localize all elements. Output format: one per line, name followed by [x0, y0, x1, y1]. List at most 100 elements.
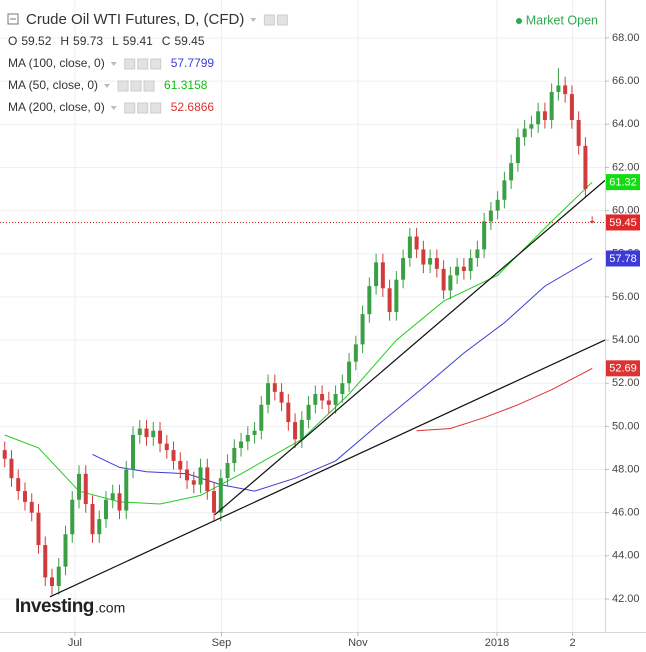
- legend-icon[interactable]: [124, 58, 136, 70]
- status-dot: [516, 18, 522, 24]
- legend-name: MA (50, close, 0): [8, 78, 98, 92]
- candle-body: [56, 566, 61, 587]
- candle-body: [164, 443, 169, 451]
- price-badge: [606, 214, 640, 231]
- candle-body: [353, 344, 358, 362]
- candle-body: [549, 91, 554, 120]
- legend-dropdown[interactable]: [104, 84, 111, 88]
- candle-body: [104, 499, 109, 520]
- legend-name: MA (100, close, 0): [8, 56, 105, 70]
- candle-body: [259, 404, 264, 431]
- legend-name: MA (200, close, 0): [8, 100, 105, 114]
- candle-body: [293, 422, 298, 440]
- title-dropdown[interactable]: [250, 18, 257, 22]
- candle-body: [482, 221, 487, 250]
- trendline: [49, 339, 606, 598]
- candle-body: [22, 491, 27, 502]
- candle-body: [448, 275, 453, 291]
- moving-average-line: [416, 367, 593, 432]
- y-tick-label: 66.00: [612, 75, 640, 87]
- candle-body: [191, 480, 196, 485]
- candle-body: [63, 534, 68, 567]
- candle-body: [569, 94, 574, 120]
- y-tick-label: 52.00: [612, 377, 640, 389]
- candle-body: [495, 199, 500, 211]
- x-tick-label: 2: [570, 637, 576, 649]
- ohlc-label: O: [8, 34, 17, 48]
- x-tick-label: Nov: [348, 637, 368, 649]
- candle-body: [414, 236, 419, 250]
- candle-body: [556, 85, 561, 92]
- legend-value: 52.6866: [171, 100, 215, 114]
- x-tick-label: 2018: [485, 637, 509, 649]
- legend-icon[interactable]: [150, 102, 162, 114]
- candle-body: [286, 402, 291, 423]
- candle-body: [313, 394, 318, 405]
- candle-body: [320, 394, 325, 401]
- candle-body: [279, 391, 284, 403]
- candle-body: [232, 447, 237, 464]
- legend-icon[interactable]: [137, 102, 149, 114]
- candle-body: [421, 249, 426, 265]
- y-tick-label: 68.00: [612, 32, 640, 44]
- candle-body: [171, 450, 176, 461]
- ohlc-label: L: [112, 34, 119, 48]
- y-tick-label: 62.00: [612, 161, 640, 173]
- legend-icon[interactable]: [117, 80, 129, 92]
- moving-average-line: [92, 258, 593, 492]
- y-tick-label: 42.00: [612, 593, 640, 605]
- legend-icon[interactable]: [137, 58, 149, 70]
- candle-body: [590, 220, 595, 223]
- candle-body: [137, 428, 142, 435]
- legend-icon[interactable]: [124, 102, 136, 114]
- candle-body: [380, 262, 385, 289]
- price-badge-label: 59.45: [609, 217, 637, 229]
- x-tick-label: Jul: [68, 637, 82, 649]
- legend-icon[interactable]: [143, 80, 155, 92]
- ohlc-value: 59.41: [123, 34, 153, 48]
- candle-body: [583, 145, 588, 190]
- candle-body: [205, 467, 210, 492]
- ohlc-label: C: [162, 34, 171, 48]
- candle-body: [515, 137, 520, 164]
- watermark-suffix: .com: [95, 600, 125, 616]
- candle-body: [239, 441, 244, 448]
- candle-body: [49, 577, 54, 587]
- candle-body: [83, 473, 88, 505]
- candle-body: [90, 504, 95, 535]
- y-tick-label: 54.00: [612, 334, 640, 346]
- candle-body: [522, 128, 527, 138]
- candle-body: [36, 512, 41, 546]
- title-icon[interactable]: [276, 14, 288, 26]
- candle-body: [158, 430, 163, 444]
- chart-title: Crude Oil WTI Futures, D, (CFD): [26, 11, 244, 28]
- legend-icon[interactable]: [130, 80, 142, 92]
- candle-body: [455, 266, 460, 276]
- candle-body: [131, 434, 136, 470]
- ohlc-value: 59.52: [21, 34, 51, 48]
- legend-value: 61.3158: [164, 78, 208, 92]
- candle-body: [16, 478, 21, 492]
- title-icon[interactable]: [263, 14, 275, 26]
- candle-body: [401, 258, 406, 280]
- legend-dropdown[interactable]: [110, 106, 117, 110]
- candle-body: [509, 163, 514, 181]
- legend-icon[interactable]: [150, 58, 162, 70]
- candle-body: [178, 460, 183, 470]
- candle-body: [245, 434, 250, 442]
- y-tick-label: 46.00: [612, 507, 640, 519]
- candle-body: [218, 478, 223, 513]
- legend-dropdown[interactable]: [110, 62, 117, 66]
- candle-body: [212, 491, 217, 513]
- candle-body: [43, 545, 48, 578]
- price-badge: [606, 250, 640, 267]
- candle-body: [252, 430, 257, 435]
- candle-body: [70, 499, 75, 535]
- collapse-icon[interactable]: [7, 13, 19, 25]
- price-badge-label: 61.32: [609, 177, 637, 189]
- candle-body: [576, 119, 581, 146]
- candle-body: [326, 400, 331, 405]
- grid: [0, 0, 605, 632]
